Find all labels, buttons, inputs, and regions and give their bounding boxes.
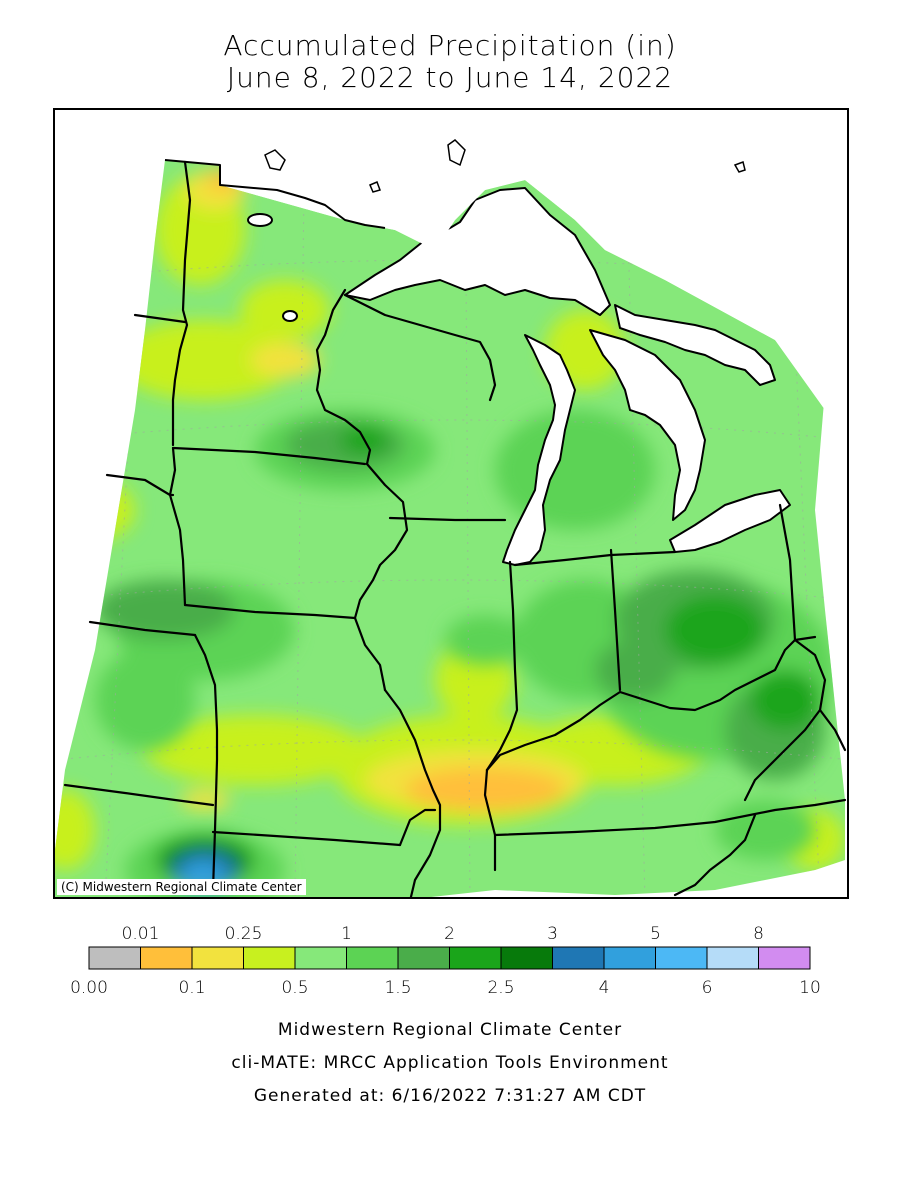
legend-top-label: 1: [341, 924, 352, 944]
lake-erie: [669, 489, 791, 553]
precip-legend: 0.01 0.25 1 2 3 5 8 0.00 0.1 0.5 1.5 2.5 4 6 10: [70, 924, 821, 998]
legend-bottom-label: 10: [799, 978, 821, 998]
va-border: [818, 708, 847, 752]
il-in-border: [485, 560, 519, 772]
legend-bin-0: [88, 946, 141, 970]
legend-color-bins: [88, 946, 811, 970]
international-border: [164, 159, 386, 229]
legend-bin-6: [397, 946, 450, 970]
legend-bottom-label: 0.5: [281, 978, 308, 998]
pa-ny-stub: [793, 635, 817, 642]
precipitation-map: (C) Midwestern Regional Climate Center: [53, 108, 849, 899]
legend-top-label: 5: [650, 924, 661, 944]
legend-bottom-label: 2.5: [487, 978, 514, 998]
ohio-river: [485, 638, 797, 772]
legend-top-label: 8: [753, 924, 764, 944]
mo-bootheel: [398, 808, 437, 847]
ia-mo-border: [183, 603, 357, 620]
legend-top-label: 2: [444, 924, 455, 944]
mn-west-border: [171, 160, 192, 447]
coastline-details: [264, 139, 746, 193]
legend-bottom-label: 6: [702, 978, 713, 998]
northern-water: [614, 304, 776, 386]
legend-top-labels: 0.01 0.25 1 2 3 5 8: [122, 924, 764, 944]
legend-bin-3: [243, 946, 296, 970]
legend-bottom-label: 0.00: [70, 978, 108, 998]
state-boundaries: [63, 160, 847, 897]
legend-bin-13: [758, 946, 811, 970]
mi-in-oh-border: [513, 550, 677, 567]
map-title-line-2: June 8, 2022 to June 14, 2022: [226, 61, 674, 94]
tn-east-border: [673, 813, 757, 897]
legend-top-label: 3: [547, 924, 558, 944]
legend-top-label: 0.25: [225, 924, 263, 944]
oh-pa-border: [778, 503, 797, 642]
canada-area: [165, 110, 847, 436]
legend-bottom-labels: 0.00 0.1 0.5 1.5 2.5 4 6 10: [70, 978, 821, 998]
legend-bottom-label: 0.1: [178, 978, 205, 998]
wi-mi-border: [343, 293, 497, 402]
lake-huron: [589, 329, 706, 521]
ky-west-border: [483, 768, 497, 872]
ky-tn-border: [493, 798, 847, 837]
in-oh-border: [609, 548, 622, 692]
mississippi-ia: [353, 462, 409, 692]
legend-bin-7: [449, 946, 502, 970]
lake-of-the-woods: [247, 213, 273, 227]
legend-bin-12: [706, 946, 759, 970]
footer-organization: Midwestern Regional Climate Center: [277, 1020, 623, 1040]
great-lakes: [247, 187, 791, 566]
mn-wi-border: [315, 288, 372, 466]
legend-bin-5: [346, 946, 399, 970]
legend-bin-9: [552, 946, 605, 970]
ne-ks-border: [88, 620, 197, 637]
mo-ar-border: [211, 830, 402, 847]
nd-sd-border: [133, 313, 187, 324]
legend-bottom-label: 1.5: [384, 978, 411, 998]
map-title-line-1: Accumulated Precipitation (in): [223, 29, 677, 62]
legend-bin-4: [294, 946, 347, 970]
footer-tool-name: cli-MATE: MRCC Application Tools Environ…: [231, 1053, 669, 1073]
map-canvas: [55, 110, 847, 897]
mississippi-mo-il: [383, 688, 442, 897]
legend-bin-2: [191, 946, 244, 970]
mn-ia-border: [171, 446, 367, 466]
red-lake: [282, 310, 298, 322]
sd-ne-border: [105, 473, 175, 497]
lake-superior: [344, 187, 611, 316]
wv-border: [743, 638, 827, 802]
legend-bin-1: [140, 946, 193, 970]
ks-ok-border: [63, 783, 215, 807]
legend-top-label: 0.01: [122, 924, 160, 944]
mo-west-border: [193, 633, 219, 892]
ia-west-border: [168, 446, 187, 607]
legend-bottom-label: 4: [599, 978, 610, 998]
legend-bin-11: [655, 946, 708, 970]
legend-bin-10: [603, 946, 656, 970]
map-copyright: (C) Midwestern Regional Climate Center: [57, 879, 306, 895]
legend-bin-8: [500, 946, 553, 970]
footer-generated-at: Generated at: 6/16/2022 7:31:27 AM CDT: [253, 1086, 647, 1106]
wi-il-border: [388, 516, 507, 522]
